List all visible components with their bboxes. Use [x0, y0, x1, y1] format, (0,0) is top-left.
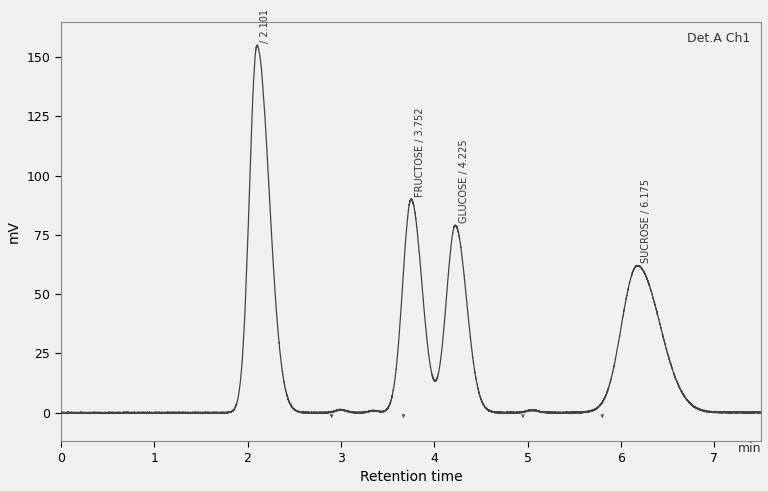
X-axis label: Retention time: Retention time: [359, 470, 462, 484]
Text: SUCROSE / 6.175: SUCROSE / 6.175: [641, 179, 651, 263]
Text: / 2.101: / 2.101: [260, 9, 270, 43]
Text: GLUCOSE / 4.225: GLUCOSE / 4.225: [459, 139, 469, 223]
Text: min: min: [737, 442, 761, 455]
Text: Det.A Ch1: Det.A Ch1: [687, 32, 750, 45]
Text: FRUCTOSE / 3.752: FRUCTOSE / 3.752: [415, 108, 425, 197]
Y-axis label: mV: mV: [7, 220, 21, 243]
